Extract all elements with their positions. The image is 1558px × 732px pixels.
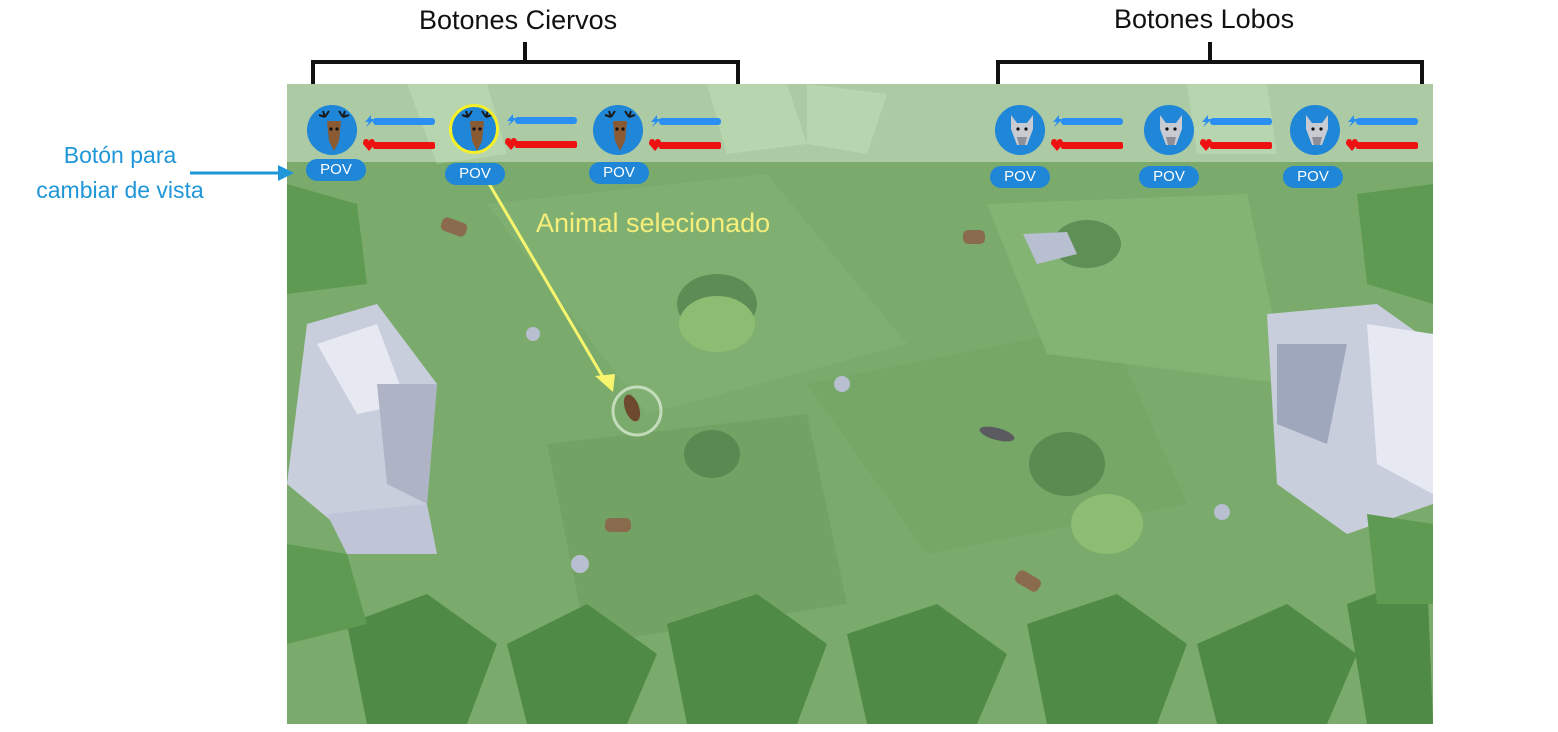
deer-card-3: POV bbox=[589, 105, 743, 215]
energy-bar bbox=[1053, 115, 1123, 127]
heart-icon bbox=[649, 139, 661, 151]
heart-icon bbox=[363, 139, 375, 151]
lightning-icon bbox=[651, 115, 661, 127]
wolf-portrait-icon[interactable] bbox=[1290, 105, 1340, 155]
selected-animal-label: Animal selecionado bbox=[536, 208, 771, 238]
energy-bar bbox=[1202, 115, 1272, 127]
wolf-card-3: POV bbox=[1283, 105, 1433, 215]
lightning-icon bbox=[365, 115, 375, 127]
lightning-icon bbox=[507, 114, 517, 126]
deer-buttons-title: Botones Ciervos bbox=[419, 5, 618, 35]
lightning-icon bbox=[1202, 115, 1212, 127]
energy-bar bbox=[651, 115, 721, 127]
heart-icon bbox=[505, 138, 517, 150]
wolf-card-1: POV bbox=[990, 105, 1145, 215]
pov-button[interactable]: POV bbox=[306, 159, 366, 181]
game-viewport[interactable]: POV POV bbox=[287, 84, 1433, 724]
pov-button[interactable]: POV bbox=[589, 162, 649, 184]
forest-scene bbox=[287, 84, 1433, 724]
wolf-bracket bbox=[996, 42, 1424, 84]
health-bar bbox=[1200, 139, 1272, 151]
deer-portrait-icon[interactable] bbox=[449, 104, 499, 154]
heart-icon bbox=[1346, 139, 1358, 151]
health-bar bbox=[363, 139, 435, 151]
pov-explainer-line1: Botón para bbox=[63, 142, 177, 168]
health-bar bbox=[649, 139, 721, 151]
deer-card-1: POV bbox=[306, 105, 457, 215]
health-bar bbox=[1051, 139, 1123, 151]
deer-portrait-icon[interactable] bbox=[307, 105, 357, 155]
wolf-portrait-icon[interactable] bbox=[995, 105, 1045, 155]
wolf-portrait-icon[interactable] bbox=[1144, 105, 1194, 155]
pov-button[interactable]: POV bbox=[1139, 166, 1199, 188]
deer-card-2-selected: POV bbox=[445, 104, 599, 214]
lightning-icon bbox=[1053, 115, 1063, 127]
heart-icon bbox=[1051, 139, 1063, 151]
wolf-card-2: POV bbox=[1139, 105, 1294, 215]
pov-explainer-label: Botón para cambiar de vista bbox=[18, 138, 222, 208]
wolf-buttons-title: Botones Lobos bbox=[1114, 4, 1295, 34]
health-bar bbox=[505, 138, 577, 150]
energy-bar bbox=[507, 114, 577, 126]
pov-button[interactable]: POV bbox=[1283, 166, 1343, 188]
energy-bar bbox=[365, 115, 435, 127]
pov-button[interactable]: POV bbox=[990, 166, 1050, 188]
deer-bracket bbox=[311, 42, 740, 84]
pov-pointer-arrow bbox=[190, 165, 294, 181]
pov-explainer-line2: cambiar de vista bbox=[36, 177, 204, 203]
deer-portrait-icon[interactable] bbox=[593, 105, 643, 155]
pov-button[interactable]: POV bbox=[445, 163, 505, 185]
heart-icon bbox=[1200, 139, 1212, 151]
health-bar bbox=[1346, 139, 1418, 151]
lightning-icon bbox=[1348, 115, 1358, 127]
energy-bar bbox=[1348, 115, 1418, 127]
